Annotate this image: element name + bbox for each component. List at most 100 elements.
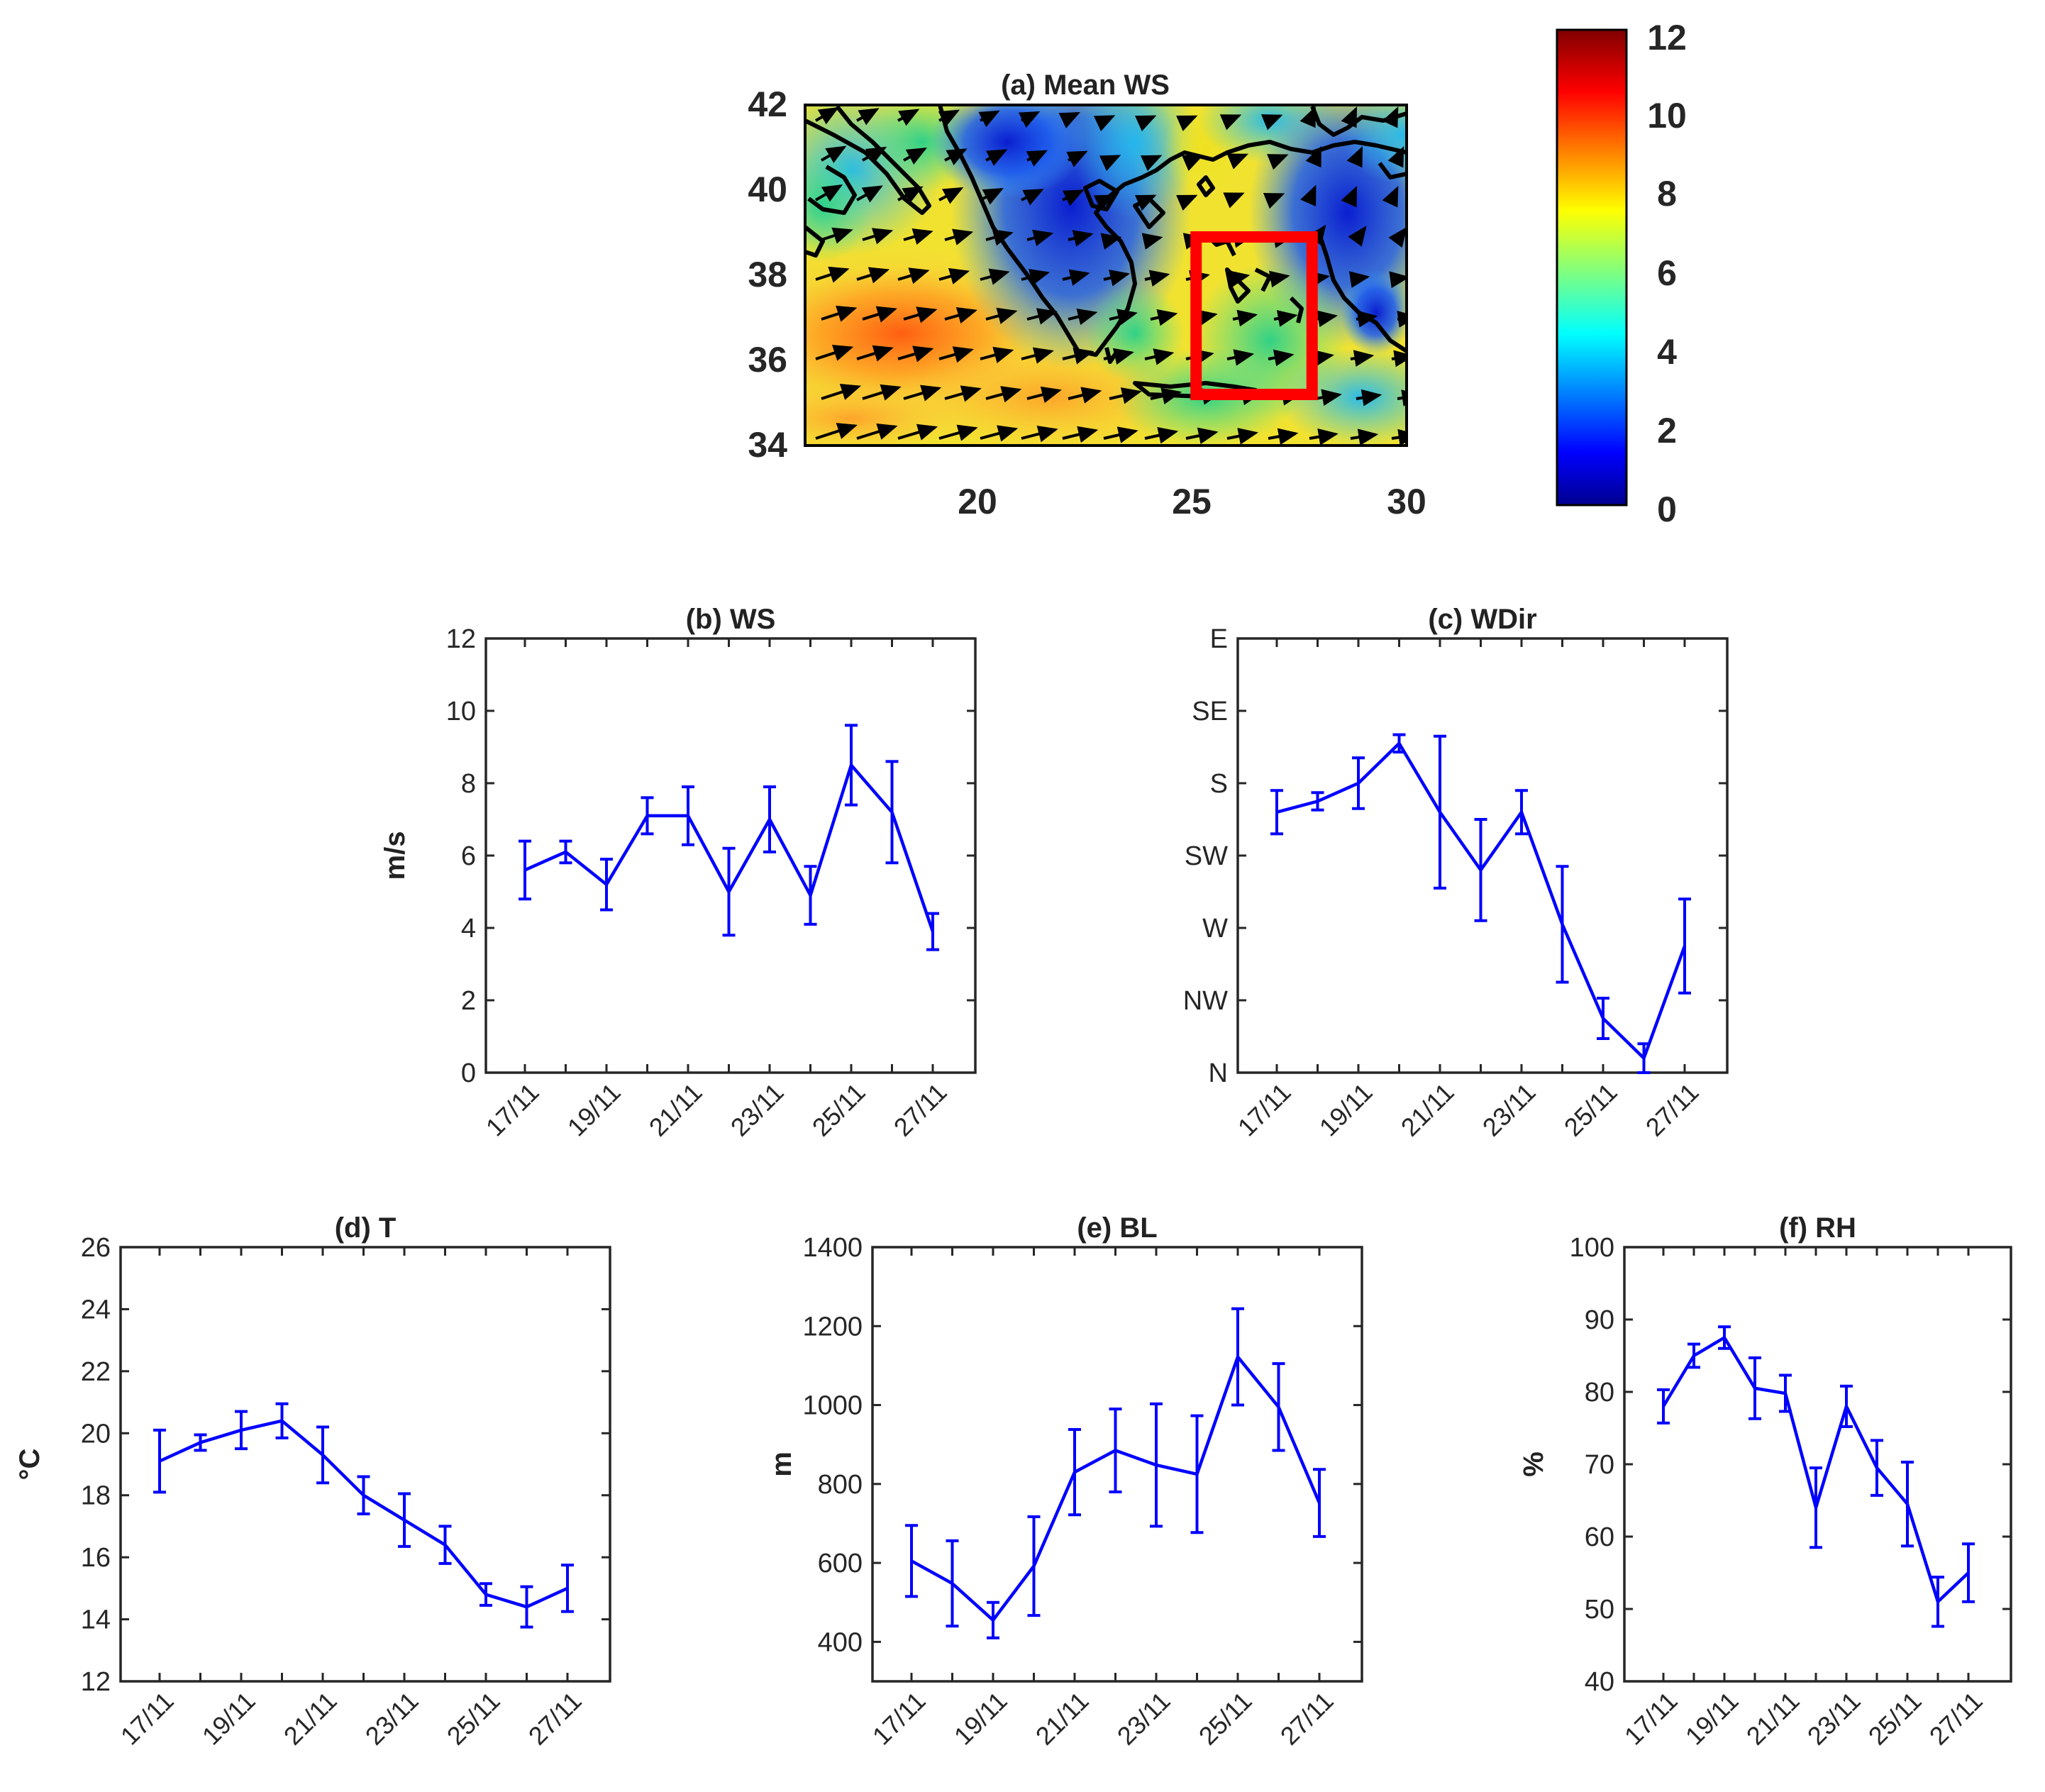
y-tick-label: 8 (461, 769, 476, 799)
y-tick-label: S (1210, 769, 1228, 799)
wind-vector-arrow (903, 228, 933, 245)
wind-vector-arrow (1397, 389, 1407, 406)
chart-title: (b) WS (686, 604, 776, 635)
error-bar (905, 1524, 918, 1598)
wind-vector-arrow (1346, 145, 1363, 168)
error-bar (682, 785, 694, 846)
map-ytick-label: 34 (748, 425, 787, 465)
wind-vector-arrow (1068, 308, 1098, 326)
error-bar (357, 1475, 370, 1515)
wind-vector-arrow (1109, 309, 1138, 326)
error-bar (1474, 818, 1487, 922)
error-bar (1313, 1468, 1326, 1538)
wind-vector-arrow (1099, 155, 1121, 172)
wind-vector-arrow (1356, 310, 1378, 328)
error-bar (763, 785, 776, 853)
error-bar (1779, 1373, 1792, 1413)
wind-vector-arrow (815, 266, 850, 283)
x-tick-label: 27/11 (1640, 1078, 1705, 1142)
wind-vector-arrow (814, 184, 843, 202)
wind-vector-arrow (985, 149, 1008, 166)
chart-title: (c) WDir (1428, 604, 1536, 635)
x-tick-label: 27/11 (523, 1686, 587, 1751)
x-tick-label: 23/11 (725, 1078, 789, 1142)
y-tick-label: 90 (1585, 1305, 1614, 1335)
colorbar-tick-label: 4 (1657, 332, 1677, 372)
wind-vector-arrow (1226, 153, 1248, 170)
wind-vector-arrow (856, 108, 880, 126)
error-bar (235, 1410, 248, 1451)
wind-vector-arrow (985, 307, 1018, 324)
y-tick-label: 26 (81, 1233, 111, 1263)
wind-vector-arrow (1062, 189, 1085, 206)
error-bar (1637, 1042, 1651, 1074)
wind-vector-arrow (980, 346, 1014, 364)
wind-vector-arrow (980, 188, 1004, 205)
x-tick-label: 19/11 (196, 1686, 261, 1751)
panel-a-mean-ws-map: (a) Mean WS (748, 70, 1426, 521)
y-tick-label: 70 (1585, 1450, 1614, 1480)
y-tick-label: 40 (1585, 1667, 1614, 1697)
wind-vector-arrow (821, 384, 862, 400)
wind-vector-arrow (862, 306, 897, 323)
map-ytick-label: 38 (748, 255, 787, 294)
wind-vector-arrow (1062, 348, 1094, 365)
error-bar (1272, 1362, 1285, 1452)
y-tick-label: 50 (1585, 1595, 1614, 1625)
wind-vector-arrow (980, 268, 1010, 285)
y-tick-label: 2 (461, 986, 476, 1016)
error-bar (600, 858, 613, 912)
error-bar (845, 724, 858, 807)
error-bar (275, 1402, 289, 1439)
y-tick-label: 12 (81, 1667, 111, 1697)
wind-vector-arrow (944, 385, 982, 402)
y-tick-label: 18 (81, 1481, 111, 1511)
map-frame (804, 104, 1408, 447)
wind-vector-arrow (1144, 426, 1179, 444)
map-x-ticks: 20 25 30 (958, 482, 1426, 521)
wind-vector-arrow (897, 424, 938, 441)
wind-vector-arrow (1185, 427, 1219, 445)
error-bar (1871, 1439, 1883, 1497)
wind-vector-arrow (1223, 192, 1245, 209)
wind-vector-arrow (1100, 233, 1122, 250)
wind-vector-arrow (1062, 269, 1090, 286)
error-bar (946, 1539, 959, 1628)
x-tick-label: 19/11 (948, 1686, 1013, 1751)
wind-vector-arrow (856, 345, 894, 362)
error-bar (1109, 1407, 1122, 1493)
y-axis-label: °C (14, 1449, 45, 1481)
wind-vector-arrow (1068, 230, 1094, 247)
x-tick-label: 23/11 (1112, 1686, 1176, 1751)
error-bar (1687, 1342, 1700, 1369)
x-tick-label: 21/11 (1030, 1686, 1094, 1751)
wind-vector-arrow (897, 109, 920, 126)
wind-vector-arrow (1341, 106, 1358, 128)
panel-d-temperature-chart: (d) T 12 14 16 18 20 22 24 26 °C 17/11 19/11 21/11 23… (14, 1212, 611, 1751)
wind-vector-arrow (1103, 426, 1138, 443)
wind-vector-arrow (938, 267, 970, 284)
wind-vector-arrow (1103, 270, 1131, 287)
colorbar: 12 10 8 6 4 2 0 (1556, 18, 1687, 529)
x-tick-label: 17/11 (1619, 1686, 1683, 1751)
wind-vector-arrow (903, 385, 942, 402)
wind-vector-arrow (1356, 389, 1382, 406)
error-bar (885, 760, 899, 865)
x-tick-label: 27/11 (1924, 1686, 1988, 1751)
error-bar (1190, 1414, 1204, 1534)
wind-vector-arrow (1026, 150, 1048, 167)
y-tick-label: 1400 (802, 1233, 863, 1263)
panel-b-ws-chart: (b) WS 0 2 4 6 8 10 12 m/s 17/11 19/11 21/11 23/11 25… (379, 604, 977, 1142)
wind-vector-arrow (1391, 350, 1407, 367)
wind-vector-arrow (903, 306, 938, 323)
error-bar (1840, 1384, 1853, 1428)
error-bar (1657, 1388, 1670, 1425)
x-tick-label: 21/11 (1395, 1078, 1460, 1142)
wind-vector-arrow (862, 228, 894, 245)
wind-vector-arrow (897, 186, 924, 204)
wind-vector-arrow (897, 345, 934, 363)
y-tick-label: 1000 (802, 1391, 863, 1421)
y-tick-label: 0 (461, 1058, 476, 1088)
wind-vector-arrow (814, 106, 839, 125)
error-bar (1270, 789, 1283, 836)
